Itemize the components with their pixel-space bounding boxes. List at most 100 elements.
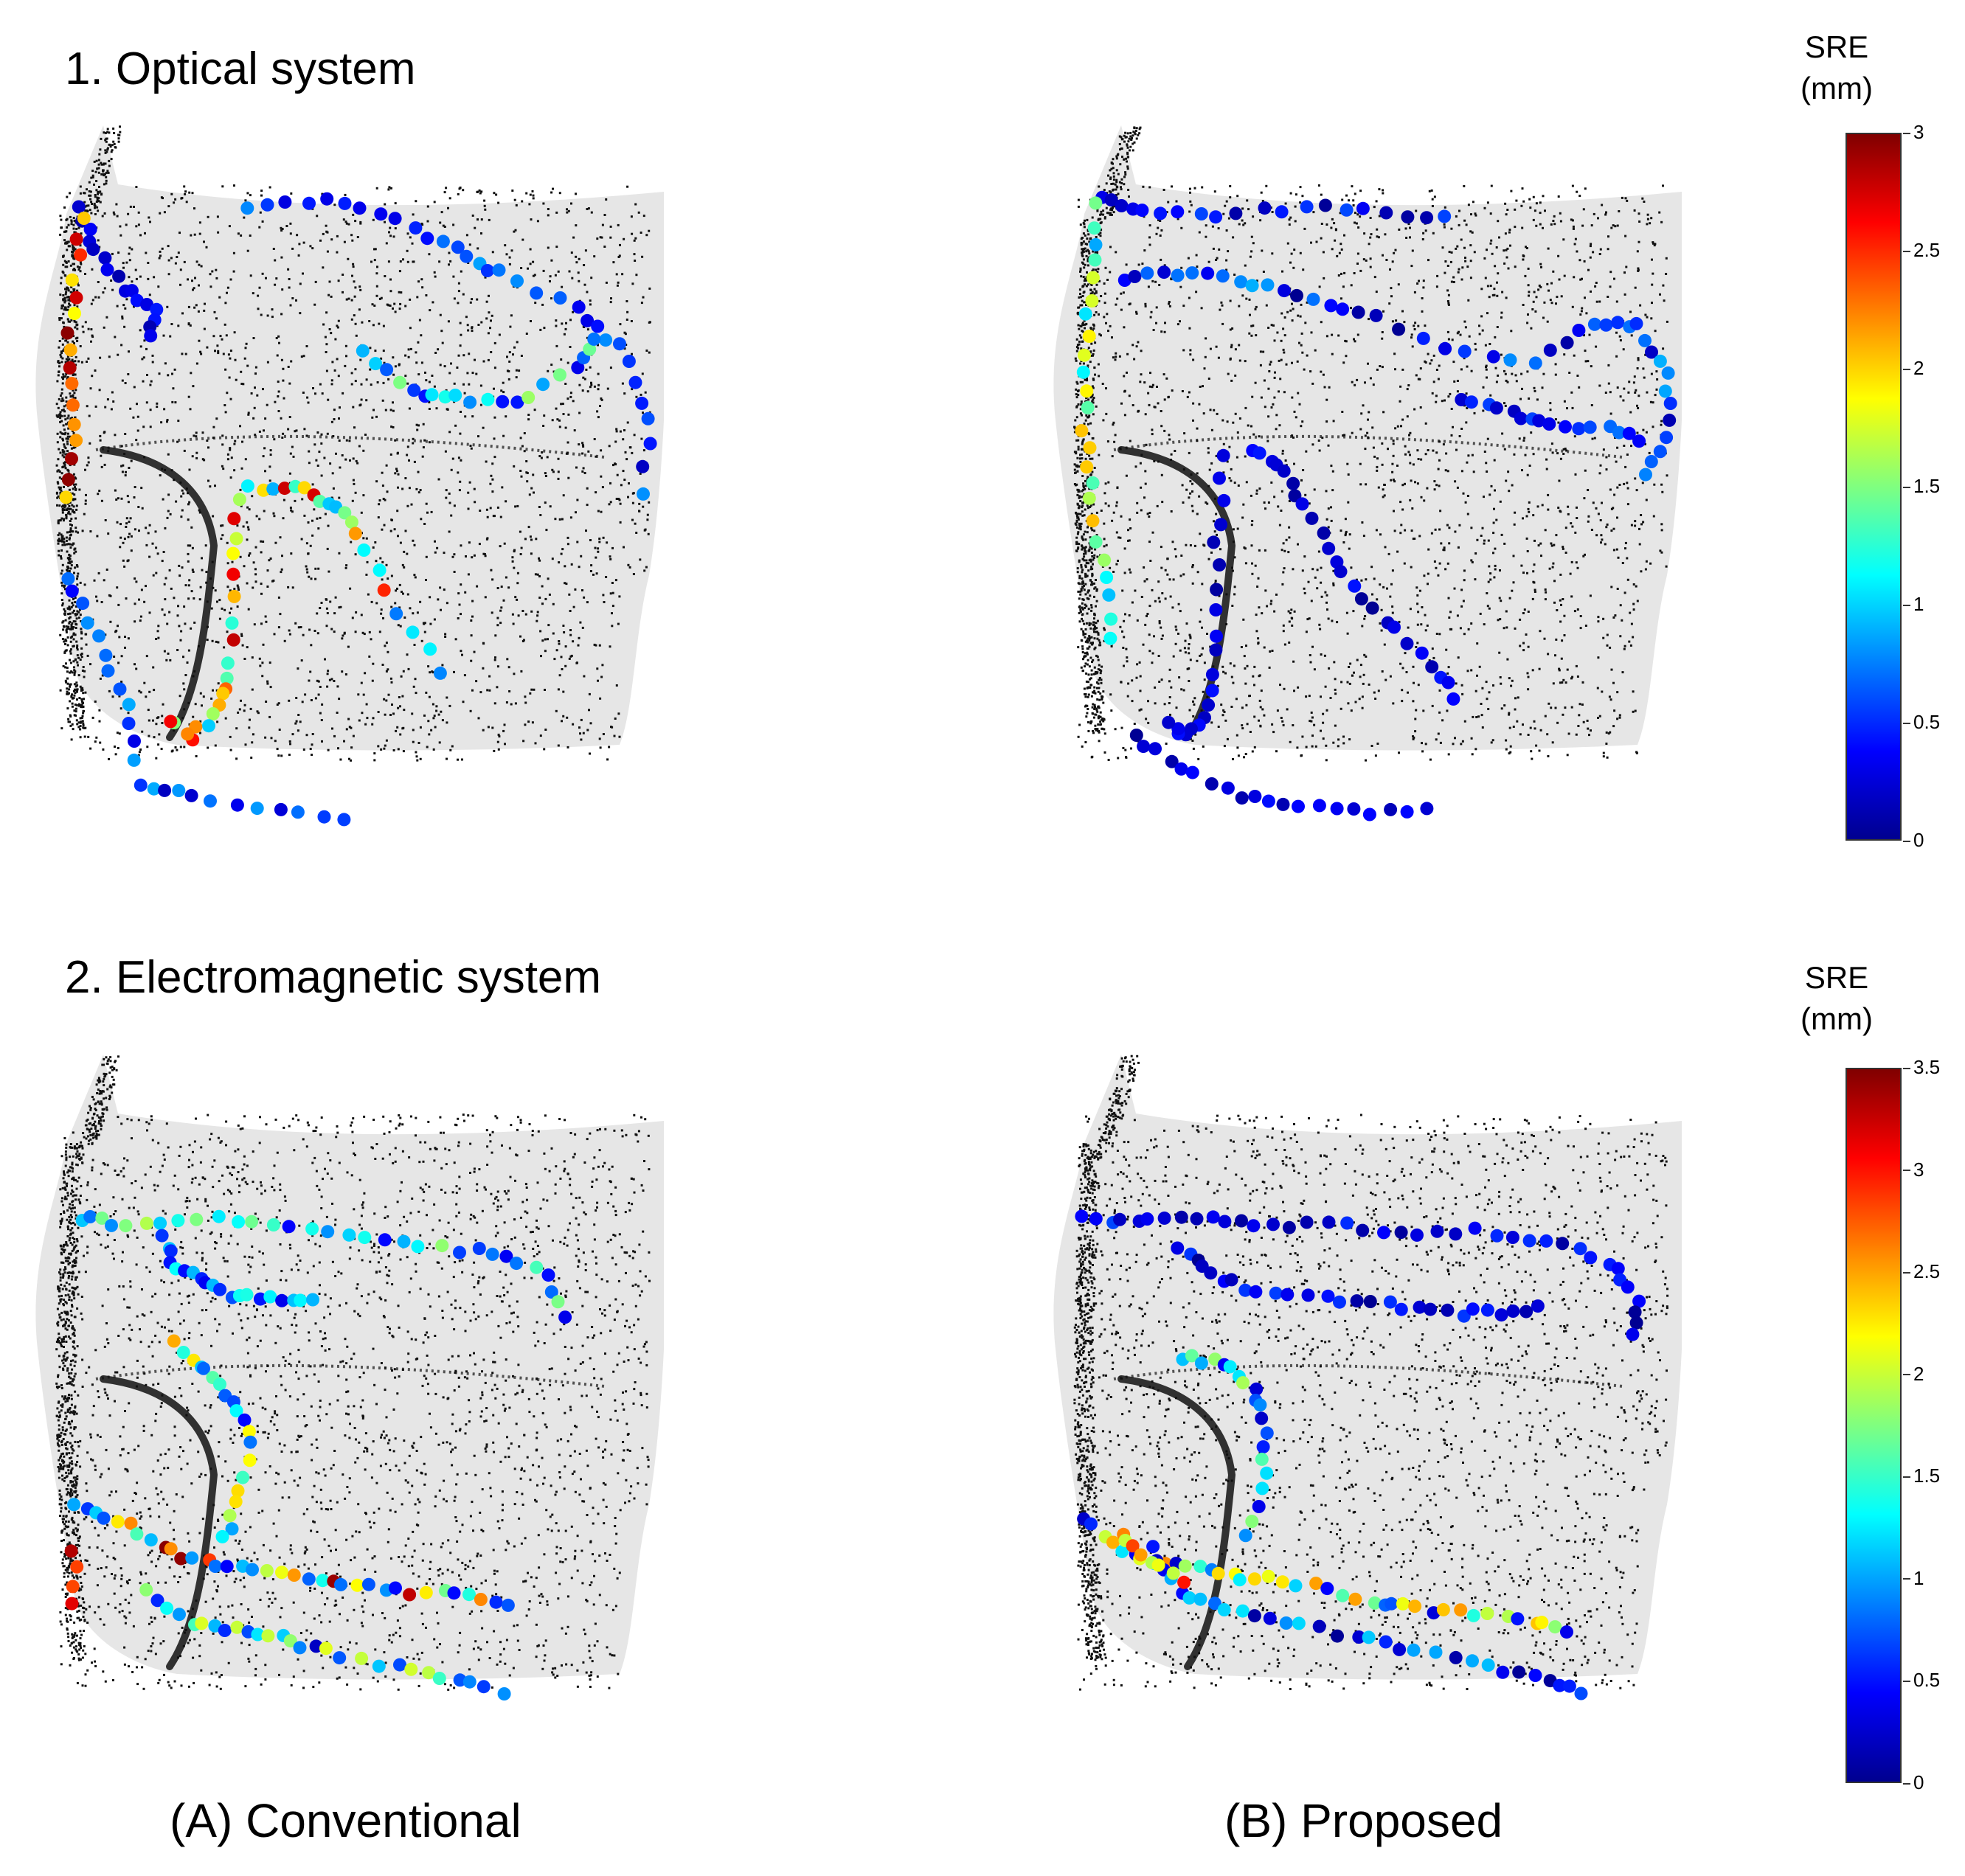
sre-marker	[216, 687, 230, 701]
sre-marker	[1663, 413, 1677, 427]
sre-marker	[1365, 601, 1379, 615]
colorbar-em-title: SRE (mm)	[1763, 957, 1910, 1040]
sre-marker	[409, 221, 423, 235]
sre-marker	[86, 243, 100, 257]
sre-marker	[230, 1620, 244, 1634]
sre-marker	[1334, 565, 1348, 579]
sre-marker	[261, 1629, 275, 1643]
sre-marker	[65, 584, 79, 598]
sre-marker	[334, 1577, 347, 1591]
sre-marker	[1078, 348, 1091, 362]
sre-marker	[451, 240, 465, 254]
sre-marker	[1528, 356, 1542, 370]
nose-contour	[100, 1375, 218, 1670]
sre-marker	[1088, 253, 1102, 267]
sre-marker	[213, 1282, 227, 1296]
sre-marker	[460, 249, 474, 263]
sre-marker	[1548, 1620, 1562, 1634]
sre-marker	[1354, 592, 1368, 606]
sre-marker	[1300, 1215, 1314, 1229]
sre-marker	[1535, 1616, 1549, 1630]
panel-em-conventional	[15, 1032, 664, 1770]
sre-marker	[378, 1233, 392, 1247]
colorbar-tick-label: 1	[1902, 593, 1924, 615]
colorbar-tick-label: 3	[1902, 121, 1924, 143]
colorbar-tick-label: 1.5	[1902, 475, 1941, 497]
sre-marker	[407, 383, 421, 397]
sre-marker	[1415, 646, 1429, 660]
colorbar-optical-title-line1: SRE	[1804, 29, 1869, 64]
sre-marker	[476, 1680, 491, 1694]
sre-marker	[1317, 526, 1331, 540]
sre-marker	[1247, 1609, 1261, 1623]
sre-marker	[134, 778, 148, 792]
sre-marker	[1301, 1288, 1315, 1302]
sre-marker	[1466, 1654, 1479, 1668]
sre-marker	[1660, 431, 1674, 445]
sre-marker	[317, 810, 331, 824]
sre-marker	[1086, 476, 1100, 490]
sre-marker	[397, 1234, 411, 1248]
sre-marker	[1245, 1515, 1259, 1529]
sre-marker	[128, 734, 141, 748]
sre-marker	[185, 1551, 199, 1565]
sre-marker	[1115, 199, 1129, 212]
sre-marker	[1292, 1616, 1306, 1630]
sre-marker	[1379, 206, 1393, 220]
sre-marker	[1393, 1642, 1407, 1656]
sre-marker	[1455, 393, 1469, 406]
sre-marker	[76, 597, 90, 611]
sre-marker	[1253, 1398, 1267, 1412]
sre-marker	[1512, 1665, 1526, 1679]
sre-marker	[1318, 198, 1332, 212]
sre-marker	[232, 493, 246, 507]
sre-marker	[1236, 1604, 1250, 1618]
sre-marker	[294, 1293, 308, 1307]
sre-marker	[260, 1564, 274, 1577]
sre-marker	[1350, 1294, 1364, 1308]
sre-marker	[1542, 417, 1556, 431]
sre-marker	[1238, 1283, 1252, 1297]
sre-marker	[221, 656, 235, 670]
sre-marker	[67, 1498, 81, 1512]
sre-marker	[204, 794, 217, 808]
sre-marker	[1216, 448, 1230, 462]
sre-marker	[1190, 1212, 1204, 1226]
sre-marker	[99, 648, 113, 662]
sre-marker	[1275, 205, 1289, 219]
sre-marker	[305, 1222, 319, 1236]
sre-marker	[1394, 1226, 1408, 1240]
sre-marker	[1511, 1612, 1525, 1626]
sre-marker	[1089, 535, 1103, 549]
colorbar-tick-label: 3	[1902, 1158, 1924, 1181]
sre-marker	[1157, 1211, 1171, 1225]
sre-marker	[1486, 350, 1500, 364]
colorbar-tick-label: 1	[1902, 1566, 1924, 1589]
sre-marker	[436, 234, 450, 249]
sre-marker	[130, 1527, 144, 1541]
sre-marker	[1348, 1592, 1362, 1606]
sre-marker	[1464, 395, 1478, 409]
sre-marker	[1622, 426, 1636, 440]
sre-marker	[1480, 1303, 1494, 1317]
sre-marker	[1140, 1212, 1154, 1226]
sre-marker	[521, 391, 536, 404]
sre-marker	[393, 1658, 406, 1672]
sre-marker	[1340, 1216, 1354, 1230]
sre-marker	[1217, 493, 1231, 507]
sre-marker	[1505, 1231, 1519, 1244]
sre-marker	[1553, 1678, 1567, 1692]
sre-marker	[374, 207, 388, 221]
sre-marker	[164, 715, 178, 729]
sre-marker	[1140, 266, 1154, 280]
sre-marker	[1245, 279, 1259, 293]
sre-marker	[636, 459, 650, 473]
colorbar-em-gradient	[1846, 1068, 1902, 1783]
sre-marker	[643, 437, 657, 451]
scan-points	[1073, 126, 1669, 762]
sre-marker	[1129, 729, 1143, 742]
sre-marker	[1490, 1229, 1504, 1243]
sre-marker	[1210, 629, 1223, 643]
sre-marker	[1572, 324, 1586, 337]
sre-marker	[1306, 292, 1320, 306]
